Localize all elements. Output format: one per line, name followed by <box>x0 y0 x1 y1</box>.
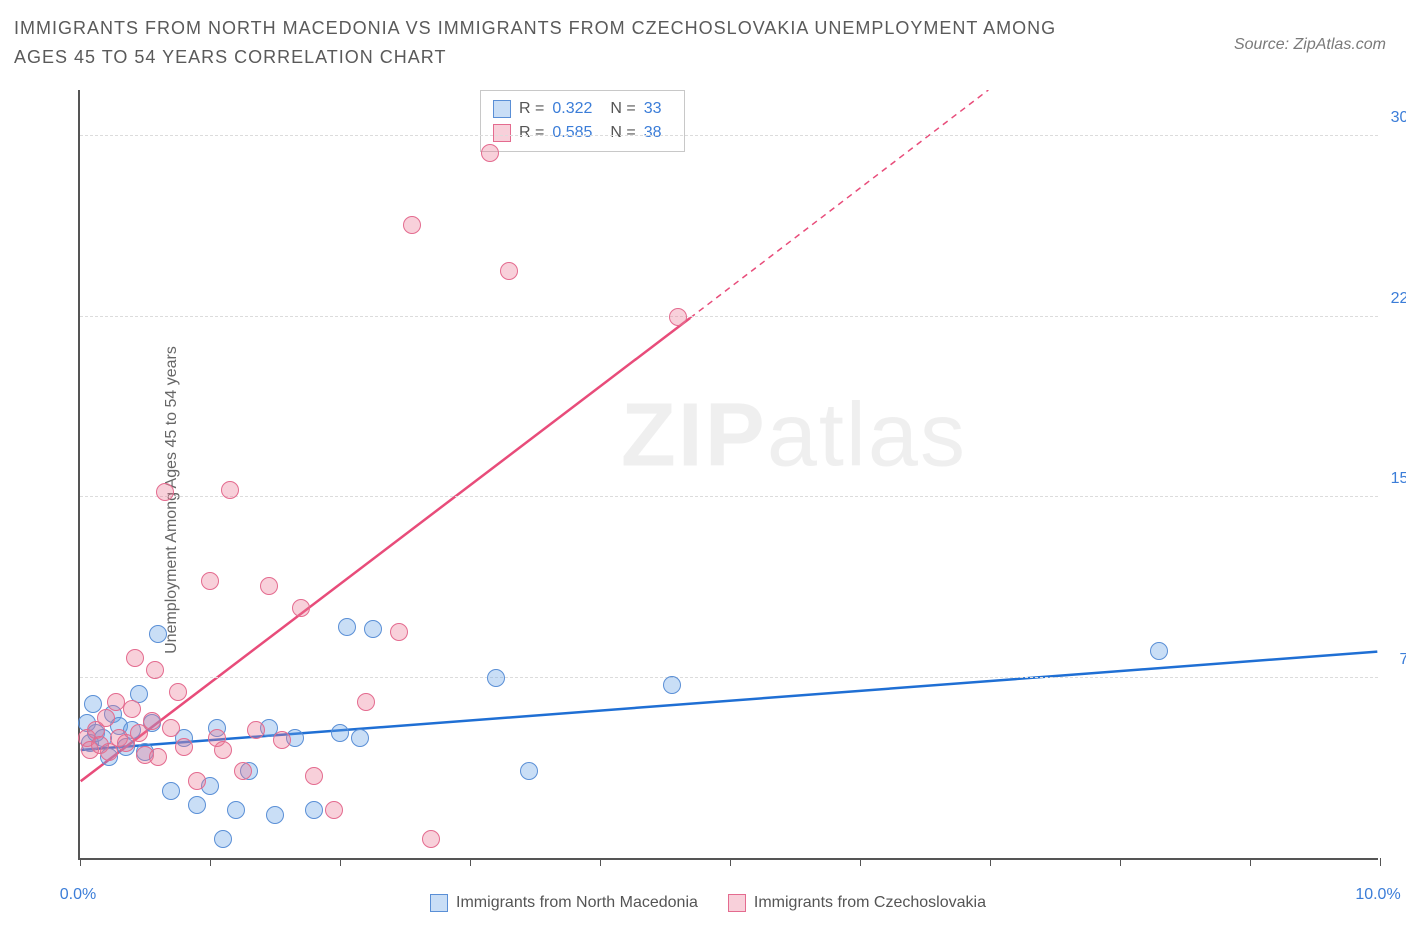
data-point <box>146 661 164 679</box>
data-point <box>669 308 687 326</box>
legend-label: Immigrants from Czechoslovakia <box>754 894 986 912</box>
gridline <box>80 677 1378 678</box>
x-tick <box>80 858 81 866</box>
r-value: 0.322 <box>552 100 592 118</box>
data-point <box>221 481 239 499</box>
y-tick-label: 7.5% <box>1400 651 1406 669</box>
data-point <box>234 762 252 780</box>
x-tick <box>340 858 341 866</box>
data-point <box>162 719 180 737</box>
legend-item: Immigrants from North Macedonia <box>430 894 698 912</box>
data-point <box>481 144 499 162</box>
r-value: 0.585 <box>552 124 592 142</box>
data-point <box>500 262 518 280</box>
data-point <box>663 676 681 694</box>
n-value: 33 <box>644 100 662 118</box>
series-legend: Immigrants from North Macedonia Immigrant… <box>28 894 1388 912</box>
legend-label: Immigrants from North Macedonia <box>456 894 698 912</box>
data-point <box>97 709 115 727</box>
data-point <box>331 724 349 742</box>
chart-title: IMMIGRANTS FROM NORTH MACEDONIA VS IMMIG… <box>14 14 1114 72</box>
x-tick <box>1120 858 1121 866</box>
data-point <box>188 772 206 790</box>
n-value: 38 <box>644 124 662 142</box>
stats-row: R = 0.322 N = 33 <box>493 97 672 121</box>
data-point <box>162 782 180 800</box>
swatch-icon <box>728 894 746 912</box>
data-point <box>351 729 369 747</box>
data-point <box>305 801 323 819</box>
y-tick-label: 30.0% <box>1391 109 1406 127</box>
data-point <box>364 620 382 638</box>
plot-area: ZIPatlas R =0.322N =33R =0.585N =38 7.5%… <box>78 90 1378 860</box>
x-tick-label: 10.0% <box>1355 886 1400 904</box>
data-point <box>422 830 440 848</box>
data-point <box>149 748 167 766</box>
x-tick <box>470 858 471 866</box>
n-label: N = <box>610 124 635 142</box>
data-point <box>214 830 232 848</box>
x-tick <box>1250 858 1251 866</box>
data-point <box>169 683 187 701</box>
watermark: ZIPatlas <box>621 384 967 487</box>
data-point <box>143 712 161 730</box>
swatch-icon <box>430 894 448 912</box>
data-point <box>390 623 408 641</box>
r-label: R = <box>519 124 544 142</box>
y-tick-label: 15.0% <box>1391 470 1406 488</box>
x-tick-label: 0.0% <box>60 886 96 904</box>
y-tick-label: 22.5% <box>1391 290 1406 308</box>
n-label: N = <box>610 100 635 118</box>
x-tick <box>600 858 601 866</box>
data-point <box>188 796 206 814</box>
data-point <box>84 695 102 713</box>
data-point <box>201 572 219 590</box>
data-point <box>149 625 167 643</box>
gridline <box>80 135 1378 136</box>
x-tick <box>210 858 211 866</box>
data-point <box>292 599 310 617</box>
source-label: Source: ZipAtlas.com <box>1234 36 1386 54</box>
stats-legend: R = 0.322 N = 33 R = 0.585 N = 38 <box>480 90 685 152</box>
x-tick <box>860 858 861 866</box>
data-point <box>260 577 278 595</box>
swatch-icon <box>493 100 511 118</box>
r-label: R = <box>519 100 544 118</box>
data-point <box>487 669 505 687</box>
data-point <box>175 738 193 756</box>
data-point <box>273 731 291 749</box>
data-point <box>520 762 538 780</box>
x-tick <box>1380 858 1381 866</box>
gridline <box>80 316 1378 317</box>
data-point <box>357 693 375 711</box>
x-tick <box>730 858 731 866</box>
legend-item: Immigrants from Czechoslovakia <box>728 894 986 912</box>
data-point <box>126 649 144 667</box>
data-point <box>214 741 232 759</box>
data-point <box>338 618 356 636</box>
data-point <box>123 700 141 718</box>
data-point <box>325 801 343 819</box>
data-point <box>1150 642 1168 660</box>
data-point <box>305 767 323 785</box>
stats-row: R = 0.585 N = 38 <box>493 121 672 145</box>
data-point <box>227 801 245 819</box>
data-point <box>247 721 265 739</box>
gridline <box>80 496 1378 497</box>
swatch-icon <box>493 124 511 142</box>
data-point <box>266 806 284 824</box>
chart-container: Unemployment Among Ages 45 to 54 years Z… <box>28 90 1388 910</box>
x-tick <box>990 858 991 866</box>
data-point <box>156 483 174 501</box>
data-point <box>403 216 421 234</box>
